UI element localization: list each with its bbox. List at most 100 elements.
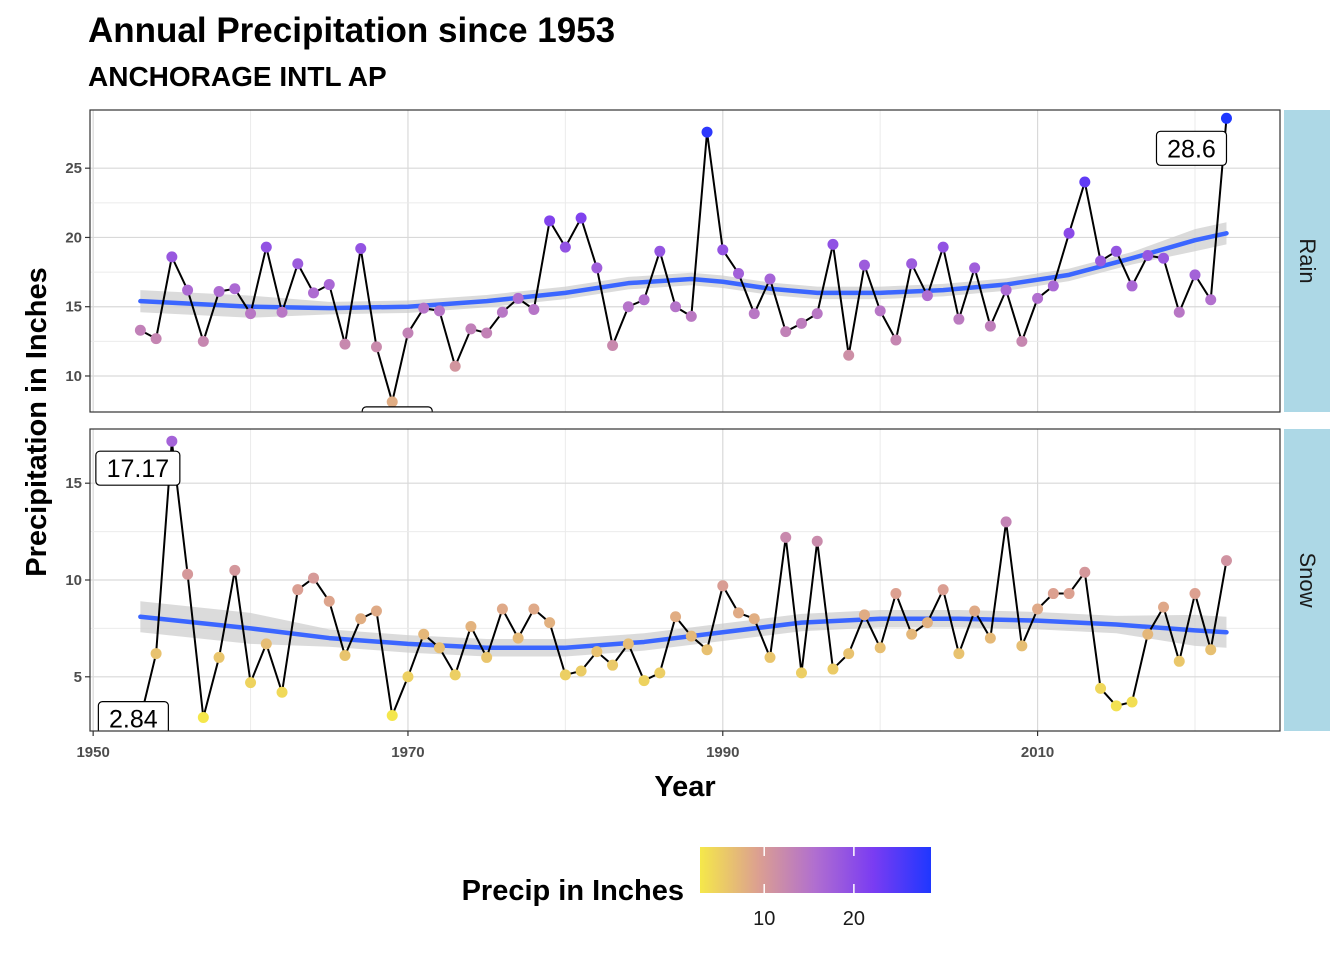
- data-point: [764, 273, 776, 285]
- data-point: [1000, 516, 1012, 528]
- data-point: [1110, 245, 1122, 257]
- data-point: [953, 313, 965, 325]
- data-point: [1110, 700, 1122, 712]
- data-point: [1189, 588, 1201, 600]
- data-point: [512, 632, 524, 644]
- data-point: [355, 243, 367, 255]
- data-point: [890, 334, 902, 346]
- data-point: [1142, 628, 1154, 640]
- legend-tick-label: 20: [843, 908, 865, 930]
- data-point: [418, 628, 430, 640]
- panel-border: [89, 109, 1281, 413]
- facet-strip: [1284, 429, 1330, 731]
- x-tick-label: 1950: [76, 744, 109, 761]
- data-point: [449, 669, 461, 681]
- data-point: [166, 251, 178, 263]
- data-point: [953, 648, 965, 660]
- value-label-text: 2.84: [109, 706, 158, 734]
- y-axis-title: Precipitation in Inches: [21, 267, 53, 576]
- data-point: [481, 327, 493, 339]
- y-tick-label: 15: [65, 299, 82, 316]
- data-point: [245, 677, 257, 689]
- panel-border: [89, 428, 1281, 732]
- data-point: [670, 611, 682, 623]
- data-point: [1220, 555, 1232, 567]
- data-point: [622, 638, 634, 650]
- data-point: [1173, 655, 1185, 667]
- data-point: [402, 671, 414, 683]
- data-point: [1158, 252, 1170, 264]
- data-point: [150, 333, 162, 345]
- data-point: [559, 241, 571, 253]
- data-point: [229, 283, 241, 295]
- value-label: 2.84: [97, 701, 169, 734]
- data-point: [1079, 176, 1091, 188]
- data-point: [1126, 696, 1138, 708]
- data-point: [843, 349, 855, 361]
- data-point: [339, 650, 351, 661]
- plot-layer: 2.84 17.17: [95, 435, 1232, 734]
- data-point: [795, 317, 807, 329]
- data-point: [1158, 601, 1170, 613]
- data-point: [638, 675, 650, 687]
- data-point: [575, 665, 587, 677]
- x-tick-label: 1990: [706, 744, 739, 761]
- data-point: [921, 617, 933, 629]
- data-point: [575, 212, 587, 224]
- data-point: [134, 324, 146, 336]
- data-point: [1173, 306, 1185, 318]
- data-point: [748, 308, 760, 320]
- data-point: [260, 638, 272, 650]
- data-point: [370, 341, 382, 353]
- data-point: [1126, 280, 1138, 292]
- data-point: [701, 126, 713, 138]
- data-point: [260, 241, 272, 253]
- y-tick-label: 15: [65, 475, 82, 492]
- facet-snow: 5 10 15 2.84 17.17 Snow: [65, 428, 1330, 734]
- data-point: [197, 335, 209, 347]
- grid-lines: [90, 429, 1280, 731]
- data-point: [465, 323, 477, 335]
- data-point: [984, 320, 996, 332]
- data-point: [1063, 588, 1075, 600]
- data-point: [496, 306, 508, 318]
- data-point: [607, 340, 619, 352]
- trend-ribbon: [140, 222, 1227, 318]
- data-point: [607, 659, 619, 671]
- data-point: [292, 258, 304, 270]
- data-point: [937, 241, 949, 253]
- data-point: [717, 580, 729, 592]
- data-point: [1047, 588, 1059, 600]
- data-point: [1189, 269, 1201, 281]
- data-point: [827, 663, 839, 675]
- data-point: [449, 360, 461, 372]
- data-point: [733, 607, 745, 619]
- data-point: [827, 238, 839, 250]
- data-point: [984, 632, 996, 644]
- data-point: [292, 584, 304, 596]
- data-point: [811, 308, 823, 320]
- data-point: [481, 651, 493, 663]
- data-point: [433, 642, 445, 654]
- data-point: [418, 302, 430, 314]
- data-point: [245, 308, 257, 320]
- data-point: [874, 305, 886, 317]
- data-point: [308, 572, 320, 584]
- series-line: [139, 441, 1228, 720]
- data-point: [622, 301, 634, 313]
- data-point: [858, 259, 870, 271]
- trend-line: [138, 614, 1229, 651]
- data-point: [386, 396, 398, 408]
- value-label: 17.17: [95, 450, 181, 486]
- data-point: [685, 630, 697, 642]
- data-point: [969, 262, 981, 274]
- data-point: [670, 301, 682, 313]
- data-point: [323, 595, 335, 607]
- data-point: [1063, 227, 1075, 239]
- data-point: [874, 642, 886, 654]
- data-point: [654, 245, 666, 257]
- data-point: [496, 603, 508, 615]
